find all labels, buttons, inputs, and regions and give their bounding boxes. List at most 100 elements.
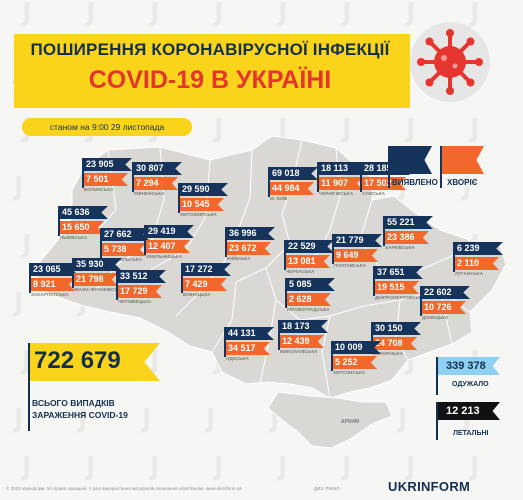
region-flag-pole xyxy=(181,263,183,293)
watermark-mark: J xyxy=(342,114,352,144)
region-sick: 2 628 xyxy=(287,293,331,306)
region-sick: 12 407 xyxy=(146,240,190,253)
legend-sick-pole xyxy=(440,146,442,188)
deaths-label: ЛЕТАЛЬНІ xyxy=(453,430,489,437)
region-confirmed: 22 602 xyxy=(422,286,470,299)
region-sick: 23 672 xyxy=(227,242,271,255)
recovered-flag: 339 378 xyxy=(438,357,500,375)
region-confirmed: 21 779 xyxy=(334,234,382,247)
region-confirmed: 55 221 xyxy=(385,216,433,229)
watermark-mark: J xyxy=(342,0,352,28)
region-flag-pole xyxy=(453,242,455,272)
region-confirmed: 29 419 xyxy=(146,225,194,238)
total-cases-label2: ЗАРАЖЕННЯ COVID-19 xyxy=(32,410,128,420)
region-flag-pole xyxy=(178,183,180,213)
region-confirmed: 17 272 xyxy=(183,263,231,276)
region-flag-pole xyxy=(284,240,286,270)
watermark-mark: J xyxy=(22,452,32,482)
recovered-pole xyxy=(436,357,438,395)
region-sick: 24 708 xyxy=(373,337,417,350)
region-confirmed: 37 651 xyxy=(375,266,423,279)
watermark-mark: J xyxy=(22,346,32,376)
region-name: ЗАКАРПАТСЬКА xyxy=(31,292,69,297)
region-sick: 15 650 xyxy=(60,221,104,234)
watermark-mark: J xyxy=(86,0,96,28)
total-flag xyxy=(30,343,160,381)
region-name: ОДЕСЬКА xyxy=(226,356,249,361)
watermark-mark: J xyxy=(406,452,416,482)
region-name: ЧЕРНІВЕЦЬКА xyxy=(118,299,152,304)
region-name: КІРОВОГРАДСЬКА xyxy=(287,307,330,312)
region-confirmed: 35 930 xyxy=(74,258,122,271)
region-confirmed: 69 018 xyxy=(270,167,318,180)
region-sick: 21 798 xyxy=(74,273,118,286)
region-name: КИЇВСЬКА xyxy=(227,256,251,261)
region-confirmed: 23 905 xyxy=(84,158,132,171)
watermark-mark: J xyxy=(214,114,224,144)
region-flag-pole xyxy=(360,162,362,192)
region-flag-pole xyxy=(332,234,334,264)
deaths-flag: 12 213 xyxy=(438,402,500,420)
total-cases-label1: ВСЬОГО ВИПАДКІВ xyxy=(32,398,115,408)
region-sick: 17 729 xyxy=(118,285,162,298)
watermark-mark: J xyxy=(470,114,480,144)
region-flag-pole xyxy=(144,225,146,255)
watermark-mark: J xyxy=(278,114,288,144)
region-name: ХМЕЛЬНИЦЬКА xyxy=(146,254,183,259)
region-name: ТЕРНОПІЛЬСЬКА xyxy=(102,257,143,262)
region-name: ЛУГАНСЬКА xyxy=(455,271,484,276)
region-confirmed: 29 590 xyxy=(180,183,228,196)
region-name: ХЕРСОНСЬКА xyxy=(333,370,366,375)
watermark-mark: J xyxy=(22,230,32,260)
region-flag-pole xyxy=(317,162,319,192)
region-name: ДНІПРОПЕТРОВСЬКА xyxy=(375,295,425,300)
region-sick: 9 649 xyxy=(334,249,378,262)
watermark-mark: J xyxy=(86,452,96,482)
region-name: РІВНЕНСЬКА xyxy=(134,191,165,196)
watermark-mark: J xyxy=(398,404,408,434)
region-flag-pole xyxy=(82,158,84,188)
watermark-mark: J xyxy=(150,452,160,482)
region-sick: 5 252 xyxy=(333,356,377,369)
region-sick: 7 294 xyxy=(134,177,178,190)
region-name: ЖИТОМИРСЬКА xyxy=(180,212,217,217)
region-sick: 34 517 xyxy=(226,342,270,355)
design-credit: ДИЗ. РМЖО xyxy=(314,486,340,491)
watermark-mark: J xyxy=(406,114,416,144)
region-flag-pole xyxy=(371,322,373,352)
region-sick: 12 439 xyxy=(280,335,324,348)
watermark-mark: J xyxy=(14,172,24,202)
ukrinform-logo: UKRINFORM xyxy=(388,479,471,494)
total-cases-value: 722 679 xyxy=(34,347,121,374)
region-confirmed: 18 113 xyxy=(319,162,367,175)
deaths-pole xyxy=(436,402,438,440)
region-flag-pole xyxy=(100,228,102,258)
region-sick: 7 429 xyxy=(183,278,227,291)
region-flag-pole xyxy=(278,320,280,350)
region-sick: 23 386 xyxy=(385,231,429,244)
region-confirmed: 36 996 xyxy=(227,227,275,240)
region-name: ЛЬВІВСЬКА xyxy=(60,235,88,240)
copyright-text: © 2020 Укрінформ. Усі права захищені. У … xyxy=(6,486,242,491)
region-confirmed: 30 150 xyxy=(373,322,421,335)
region-name: ІВАНО-ФРАНКІВСЬКА xyxy=(74,287,124,292)
watermark-mark: J xyxy=(470,0,480,28)
watermark-mark: J xyxy=(214,452,224,482)
region-flag-pole xyxy=(116,270,118,300)
watermark-mark: J xyxy=(78,404,88,434)
watermark-mark: J xyxy=(278,0,288,28)
region-name: М. КИЇВ xyxy=(270,196,288,201)
title-line2: COVID-19 В УКРАЇНІ xyxy=(88,66,332,94)
region-flag-pole xyxy=(58,206,60,236)
legend-confirmed-pole xyxy=(388,146,390,188)
region-sick: 2 110 xyxy=(455,257,499,270)
region-sick: 17 502 xyxy=(362,177,406,190)
region-name: ЧЕРКАСЬКА xyxy=(286,269,315,274)
watermark-mark: J xyxy=(14,288,24,318)
crimea-label: АРКИМ xyxy=(341,419,360,425)
region-confirmed: 44 131 xyxy=(226,327,274,340)
watermark-mark: J xyxy=(406,0,416,28)
region-name: ВІННИЦЬКА xyxy=(183,292,211,297)
watermark-mark: J xyxy=(22,0,32,28)
region-confirmed: 23 065 xyxy=(31,263,79,276)
